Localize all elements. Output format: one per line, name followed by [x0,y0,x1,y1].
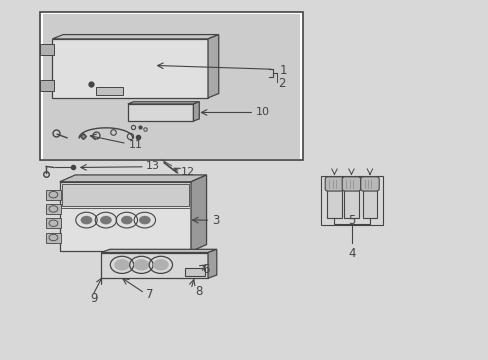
Polygon shape [60,182,191,251]
Circle shape [100,216,112,224]
Polygon shape [101,249,216,252]
Text: 12: 12 [181,167,195,177]
Text: 1: 1 [279,64,286,77]
Polygon shape [52,35,218,39]
Text: 13: 13 [146,161,160,171]
Text: 2: 2 [278,77,285,90]
Text: 3: 3 [211,213,219,226]
Bar [42,14,300,158]
Circle shape [139,216,150,224]
Bar [46,204,61,214]
Bar [46,218,61,228]
Bar [326,189,341,217]
Bar [62,184,188,206]
Bar [46,190,61,200]
Polygon shape [127,102,199,104]
Bar [40,12,302,160]
FancyBboxPatch shape [342,177,360,191]
Circle shape [121,216,132,224]
Bar [321,176,382,225]
Bar [40,80,54,91]
Text: 9: 9 [90,292,98,305]
Polygon shape [52,39,207,98]
Polygon shape [60,175,206,182]
FancyBboxPatch shape [360,177,378,191]
Polygon shape [101,252,207,278]
Polygon shape [193,102,199,121]
Text: 8: 8 [195,285,202,298]
Polygon shape [127,104,193,121]
Text: 4: 4 [348,247,355,260]
Text: 5: 5 [348,214,355,227]
Text: 7: 7 [146,288,153,301]
Polygon shape [191,175,206,251]
Polygon shape [207,35,218,98]
Bar [40,44,54,55]
Circle shape [153,259,168,271]
Bar [185,268,204,276]
Polygon shape [207,249,216,278]
Bar [46,233,61,243]
Circle shape [81,216,92,224]
Circle shape [133,259,149,271]
FancyBboxPatch shape [325,177,343,191]
Text: 6: 6 [202,263,209,276]
Circle shape [114,259,129,271]
Text: 10: 10 [256,108,269,117]
Text: 11: 11 [128,140,142,150]
Bar [344,189,358,217]
Bar [362,189,376,217]
Bar [96,87,122,95]
